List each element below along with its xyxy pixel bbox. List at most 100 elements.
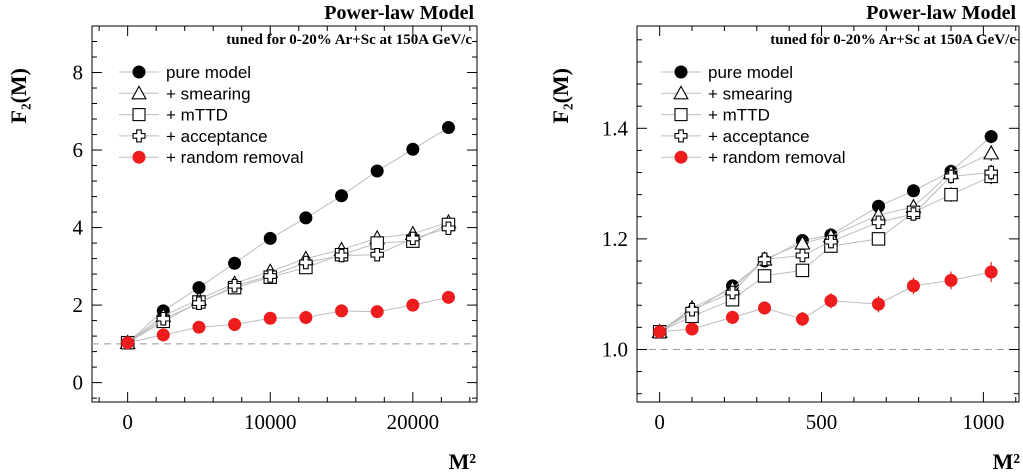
y-tick-label: 2 [73,293,84,317]
chart-title: Power-law Model [324,2,474,24]
data-point [299,255,313,270]
legend-label: + smearing [166,84,251,103]
data-point [370,236,384,250]
data-point [335,189,349,203]
legend-marker [132,150,146,164]
legend-marker [673,85,689,100]
legend-marker [131,85,147,100]
data-point [227,278,242,293]
data-point [370,305,384,319]
data-point [757,269,772,283]
series-line [659,271,992,333]
series-line [127,127,449,344]
data-point [685,302,699,317]
data-point [944,187,958,202]
data-point [824,234,838,249]
x-axis-label: M² [993,449,1021,472]
data-point [263,269,277,283]
series-line [127,296,449,344]
y-tick-label: 1.4 [602,116,629,140]
legend-marker [132,129,146,143]
legend-marker [674,108,688,122]
data-point [334,248,349,263]
data-point [872,297,886,311]
y-tick-label: 6 [73,138,84,162]
y-tick-label: 4 [73,216,84,240]
data-point [441,290,455,304]
data-point [406,298,420,312]
data-point [758,301,772,315]
data-point [983,144,1000,160]
chart-subtitle: tuned for 0-20% Ar+Sc at 150A GeV/c [226,32,472,48]
data-point [984,165,998,180]
legend: pure model + smearing + mTTD + acceptance + … [661,63,845,167]
legend-label: + random removal [166,148,303,167]
legend-label: + smearing [708,84,793,103]
plot-frame [91,25,478,403]
data-point [228,317,242,331]
data-point [757,252,772,267]
series-3 [652,168,998,339]
legend-label: + mTTD [166,106,228,125]
legend-marker [674,65,688,79]
x-tick-label: 10000 [244,410,297,434]
data-point [192,296,206,310]
chart-subtitle: tuned for 0-20% Ar+Sc at 150A GeV/c [770,32,1016,48]
series-2 [119,213,457,349]
data-point [685,322,699,336]
legend-label: + acceptance [708,127,810,146]
data-point [299,211,313,225]
data-point [906,184,920,198]
data-point [984,130,998,144]
series-4 [120,221,456,350]
chart-panel-2: 0 500 1000 1.0 1.2 1.4 M² F₂(M) Power-law Model t… [548,2,1020,472]
data-point [653,325,667,339]
y-tick-label: 0 [73,371,84,395]
data-point [121,336,135,350]
series-line [659,152,992,333]
data-point [944,169,958,184]
data-point [944,273,958,287]
data-point [441,221,456,236]
x-tick-label: 500 [806,410,838,434]
plot-frame [636,25,1020,403]
y-tick-label: 1.2 [602,227,628,251]
series-line [659,136,992,333]
series-5 [121,290,455,350]
x-axis-label: M² [449,449,477,472]
series-line [127,221,449,344]
legend-marker [674,150,688,164]
data-point [192,320,206,334]
data-point [335,304,349,318]
data-point [824,294,838,308]
data-point [906,207,921,221]
legend-marker [132,108,146,122]
x-tick-label: 0 [654,410,665,434]
series-line [659,175,992,333]
data-point [725,285,740,300]
legend-label: + random removal [708,148,845,167]
data-point [156,311,171,326]
legend-marker [674,129,688,143]
y-tick-label: 1.0 [602,337,628,361]
y-axis-label: F₂(M) [548,68,573,123]
data-point [263,311,277,325]
chart-panel-1: 0 10000 20000 0 2 4 6 8 M² F₂(M) Power-law Model tu… [6,2,478,472]
data-point [406,142,420,156]
series-line [127,224,449,344]
data-point [726,310,739,324]
data-point [228,256,242,270]
y-tick-label: 8 [73,61,84,85]
data-point [441,121,455,135]
chart-title: Power-law Model [866,2,1016,24]
data-point [795,312,809,326]
data-point [795,248,810,263]
legend: pure model + smearing + mTTD + acceptance + … [119,63,303,167]
legend-marker [132,65,146,79]
series-line [127,227,449,344]
data-point [406,231,420,246]
series-3 [120,217,456,350]
data-point [370,247,384,262]
series-line [659,172,992,333]
data-point [871,232,886,246]
